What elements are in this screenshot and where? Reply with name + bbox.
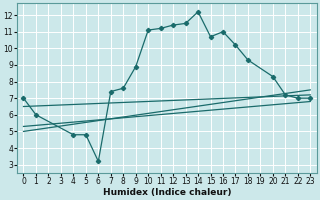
X-axis label: Humidex (Indice chaleur): Humidex (Indice chaleur) — [103, 188, 231, 197]
